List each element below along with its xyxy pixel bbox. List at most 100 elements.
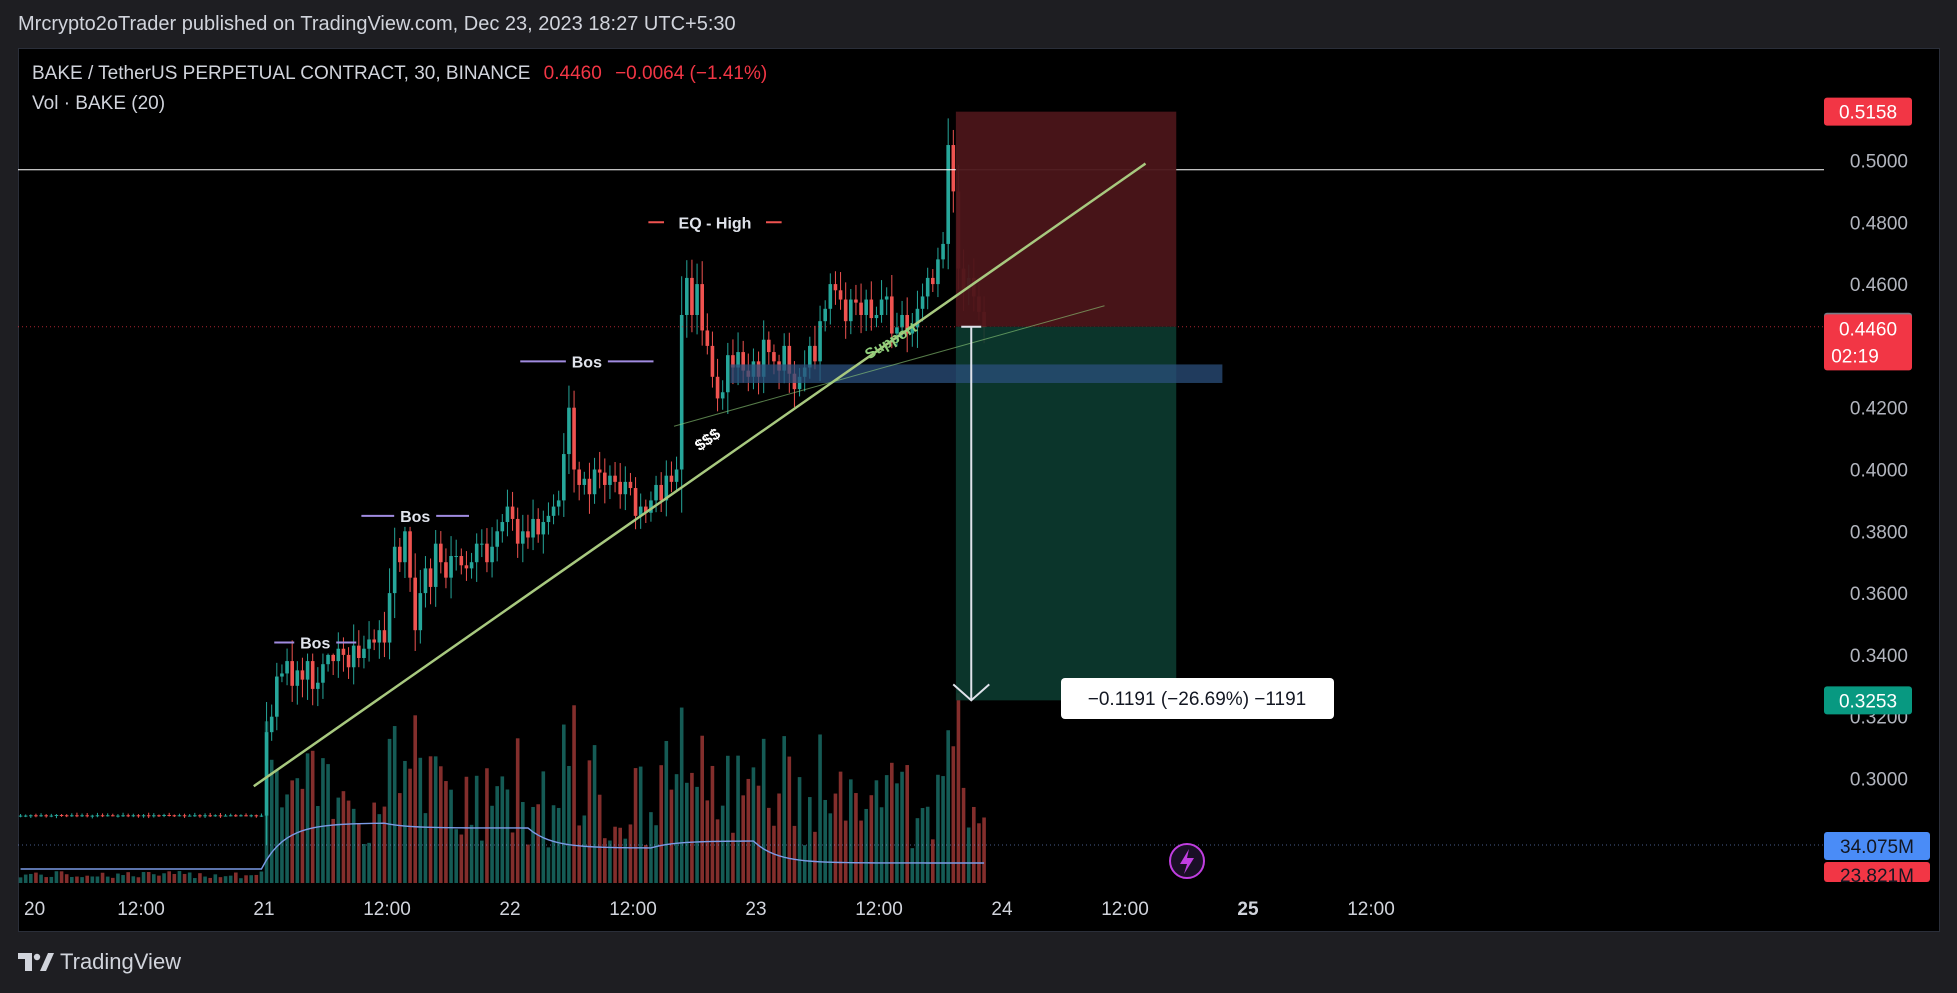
candle-body	[818, 321, 822, 362]
candle-body	[644, 506, 648, 513]
volume-bar	[469, 824, 474, 883]
candle-body	[439, 543, 443, 563]
candle-body	[157, 815, 161, 817]
volume-bar	[608, 840, 612, 883]
volume-bar	[49, 876, 54, 883]
volume-bar	[254, 874, 259, 883]
candle-body	[64, 815, 69, 817]
candle-body	[941, 243, 945, 260]
candle-body	[562, 454, 566, 501]
volume-legend[interactable]: Vol · BAKE (20)	[32, 93, 166, 114]
candle-body	[172, 815, 177, 817]
candle-body	[864, 299, 868, 315]
volume-bar	[659, 765, 663, 883]
candle-body	[285, 661, 289, 674]
candle-body	[423, 568, 428, 594]
volume-bar	[157, 875, 161, 883]
candle-body	[90, 815, 95, 817]
volume-bar	[900, 771, 904, 883]
volume-bar	[362, 843, 366, 883]
volume-bar	[731, 832, 735, 883]
volume-bar	[895, 783, 899, 883]
volume-bar	[70, 876, 74, 883]
candle-body	[459, 556, 464, 566]
candle-body	[357, 645, 361, 659]
volume-bar	[966, 827, 971, 883]
candle-body	[587, 478, 592, 495]
candle-body	[541, 522, 546, 535]
candle-body	[208, 815, 212, 817]
candle-body	[526, 531, 530, 538]
volume-bar	[90, 876, 95, 883]
volume-bar	[234, 872, 238, 883]
candle-body	[772, 352, 776, 362]
volume-bar	[85, 875, 89, 883]
lightning-glyph	[1180, 849, 1194, 874]
candle-body	[433, 543, 438, 587]
volume-bar	[792, 825, 797, 883]
volume-bar	[838, 771, 843, 883]
volume-bar	[418, 757, 423, 883]
volume-bar	[884, 775, 889, 883]
volume-bar	[813, 831, 817, 883]
price-badge	[1824, 97, 1912, 126]
volume-bar	[392, 726, 397, 883]
tradingview-logo[interactable]: TradingView	[18, 949, 181, 975]
candle-body	[295, 670, 300, 686]
volume-bar	[136, 877, 141, 883]
volume-bar	[572, 705, 576, 883]
time-tick-label: 20	[24, 899, 45, 920]
level-label: EQ - High	[679, 215, 752, 232]
volume-bar	[623, 838, 628, 883]
candle-body	[925, 277, 930, 297]
volume-bar	[823, 799, 827, 883]
candle-body	[44, 815, 48, 817]
volume-bar	[316, 806, 320, 883]
candle-body	[597, 469, 602, 473]
candle-body	[951, 145, 956, 192]
volume-bar	[269, 759, 274, 883]
volume-bar	[869, 795, 874, 883]
volume-bar	[859, 820, 863, 883]
time-tick-label: 23	[745, 899, 766, 920]
candle-body	[300, 670, 305, 680]
volume-bar	[495, 786, 499, 883]
volume-bar	[690, 772, 694, 883]
candle-body	[259, 815, 264, 817]
volume-bar	[874, 780, 879, 883]
candle-body	[239, 815, 243, 817]
candle-body	[608, 475, 612, 485]
candle-body	[54, 814, 59, 816]
candle-body	[136, 815, 141, 817]
candle-body	[377, 630, 382, 643]
volume-bar	[29, 873, 33, 883]
candle-body	[905, 314, 909, 334]
candle-body	[726, 355, 730, 393]
volume-bar	[674, 774, 679, 883]
candle-body	[531, 518, 535, 538]
volume-bar	[367, 842, 371, 883]
volume-bar	[526, 844, 530, 883]
candle-body	[382, 630, 387, 643]
volume-bar	[146, 872, 151, 883]
volume-bar	[910, 848, 915, 883]
symbol-legend[interactable]: BAKE / TetherUS PERPETUAL CONTRACT, 30, …	[32, 63, 767, 85]
volume-bar	[223, 876, 228, 883]
volume-bar	[382, 806, 387, 883]
volume-bar	[849, 779, 853, 883]
volume-bar	[936, 774, 940, 883]
candle-body	[362, 648, 366, 659]
candle-body	[895, 327, 899, 334]
volume-bar	[633, 768, 638, 883]
volume-bar	[597, 794, 602, 883]
short-target-zone	[955, 326, 1177, 701]
candle-body	[833, 284, 838, 291]
candle-body	[685, 277, 689, 315]
candle-body	[444, 562, 448, 578]
volume-bar	[582, 815, 587, 883]
volume-bar	[121, 875, 125, 883]
price-badge-label: 0.4460	[1839, 319, 1897, 340]
volume-bar	[95, 876, 100, 883]
candle-body	[213, 815, 218, 817]
